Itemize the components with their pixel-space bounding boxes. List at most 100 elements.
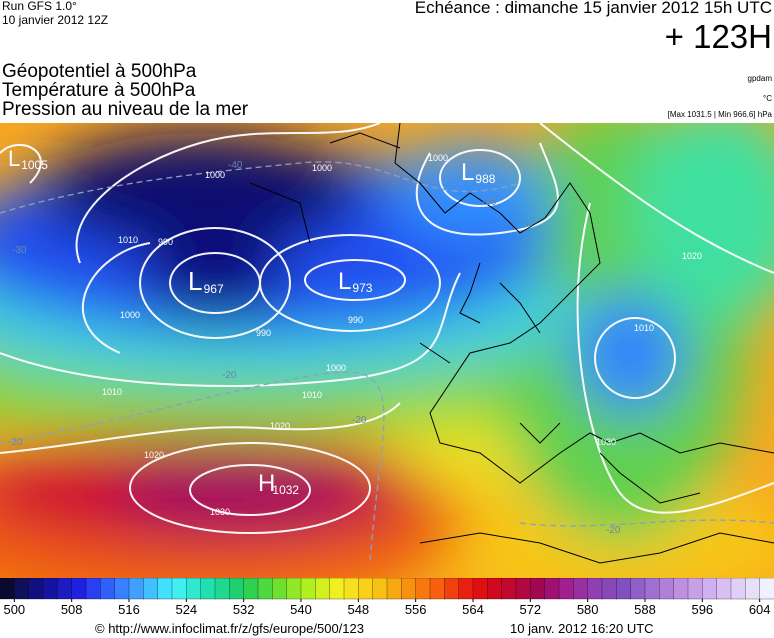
temperature-label: -20: [352, 415, 367, 426]
unit: °C: [763, 94, 772, 103]
isobar-label: 1000: [428, 153, 448, 163]
colorbar-swatch: [515, 578, 531, 600]
isobar-label: 990: [348, 315, 363, 325]
echeance: Echéance : dimanche 15 janvier 2012 15h …: [414, 0, 772, 17]
layer-title: Pression au niveau de la mer: [2, 99, 249, 120]
colorbar-swatch: [687, 578, 703, 600]
colorbar-swatch: [415, 578, 431, 600]
colorbar-swatch: [28, 578, 44, 600]
colorbar-tick-label: 548: [347, 602, 369, 617]
colorbar-swatch: [487, 578, 503, 600]
colorbar-swatch: [143, 578, 159, 600]
colorbar-tick-label: 604: [749, 602, 771, 617]
colorbar-swatch: [229, 578, 245, 600]
colorbar-swatch: [343, 578, 359, 600]
colorbar-swatch: [573, 578, 589, 600]
colorbar-swatch: [300, 578, 316, 600]
issue-time: 10 janv. 2012 16:20 UTC: [510, 621, 654, 636]
pressure-center-value: 988: [475, 172, 495, 186]
colorbar-swatch: [745, 578, 761, 600]
colorbar-swatch: [616, 578, 632, 600]
colorbar-swatch: [472, 578, 488, 600]
colorbar-swatch: [286, 578, 302, 600]
temperature-label: -30: [12, 245, 27, 256]
pressure-center-type: L: [461, 159, 474, 186]
isobar-label: 1010: [102, 387, 122, 397]
colorbar-swatch: [272, 578, 288, 600]
colorbar-swatch: [14, 578, 30, 600]
run-date: 10 janvier 2012 12Z: [2, 13, 109, 27]
colorbar-swatch: [243, 578, 259, 600]
colorbar-swatch: [200, 578, 216, 600]
unit: [Max 1031.5 | Min 966.6] hPa: [667, 110, 772, 119]
colorbar-swatch: [186, 578, 202, 600]
colorbar-swatch: [444, 578, 460, 600]
pressure-center-value: 1005: [21, 158, 48, 172]
isobar-label: 1010: [634, 323, 654, 333]
colorbar-swatch: [759, 578, 774, 600]
isobar-label: 1010: [118, 235, 138, 245]
colorbar-swatch: [214, 578, 230, 600]
colorbar-tick-label: 580: [577, 602, 599, 617]
pressure-center-type: H: [258, 470, 275, 497]
colorbar-swatch: [401, 578, 417, 600]
isobar-label: 1010: [302, 390, 322, 400]
isobar-label: 1030: [210, 507, 230, 517]
colorbar-tick-label: 500: [3, 602, 25, 617]
colorbar-swatch: [429, 578, 445, 600]
colorbar-tick-label: 516: [118, 602, 140, 617]
colorbar-swatch: [0, 578, 15, 600]
temperature-label: -30: [482, 197, 497, 208]
colorbar-swatch: [372, 578, 388, 600]
colorbar-tick-label: 564: [462, 602, 484, 617]
colorbar-swatch: [587, 578, 603, 600]
colorbar-swatch: [157, 578, 173, 600]
colorbar-swatch: [100, 578, 116, 600]
colorbar-tick-label: 508: [61, 602, 83, 617]
colorbar-swatch: [730, 578, 746, 600]
isobar-label: 1020: [270, 421, 290, 431]
colorbar-swatch: [57, 578, 73, 600]
colorbar-swatch: [659, 578, 675, 600]
pressure-center-type: L: [188, 266, 202, 296]
layer-title: Température à 500hPa: [2, 80, 196, 101]
colorbar-swatch: [85, 578, 101, 600]
colorbar-swatch: [673, 578, 689, 600]
isobar-label: 1020: [682, 251, 702, 261]
temperature-label: -20: [8, 437, 23, 448]
isobar-label: 1000: [326, 363, 346, 373]
temperature-label: -20: [222, 370, 237, 381]
colorbar-swatch: [315, 578, 331, 600]
colorbar-swatch: [171, 578, 187, 600]
colorbar-tick-label: 588: [634, 602, 656, 617]
temperature-label: -40: [228, 160, 243, 171]
colorbar-swatch: [114, 578, 130, 600]
isobar-label: 1000: [312, 163, 332, 173]
colorbar-swatch: [329, 578, 345, 600]
isobar-label: 990: [158, 237, 173, 247]
colorbar-swatch: [558, 578, 574, 600]
colorbar-tick-label: 532: [233, 602, 255, 617]
colorbar-swatch: [544, 578, 560, 600]
pressure-center-value: 967: [204, 282, 224, 296]
isobar-label: 1000: [120, 310, 140, 320]
colorbar-swatch: [501, 578, 517, 600]
layer-title: Géopotentiel à 500hPa: [2, 61, 197, 82]
colorbar-swatch: [644, 578, 660, 600]
colorbar-swatch: [601, 578, 617, 600]
colorbar-swatch: [358, 578, 374, 600]
isobar-label: 1020: [144, 450, 164, 460]
colorbar-swatch: [42, 578, 58, 600]
run: Run GFS 1.0°: [2, 0, 77, 13]
colorbar-swatch: [386, 578, 402, 600]
colorbar-tick-label: 556: [405, 602, 427, 617]
pressure-center-type: L: [338, 268, 351, 295]
isobar-label: 1030: [596, 437, 616, 447]
colorbar-swatch: [630, 578, 646, 600]
colorbar-swatch: [458, 578, 474, 600]
colorbar-tick-label: 524: [175, 602, 197, 617]
colorbar-swatch: [716, 578, 732, 600]
lead-time: + 123H: [664, 18, 772, 55]
